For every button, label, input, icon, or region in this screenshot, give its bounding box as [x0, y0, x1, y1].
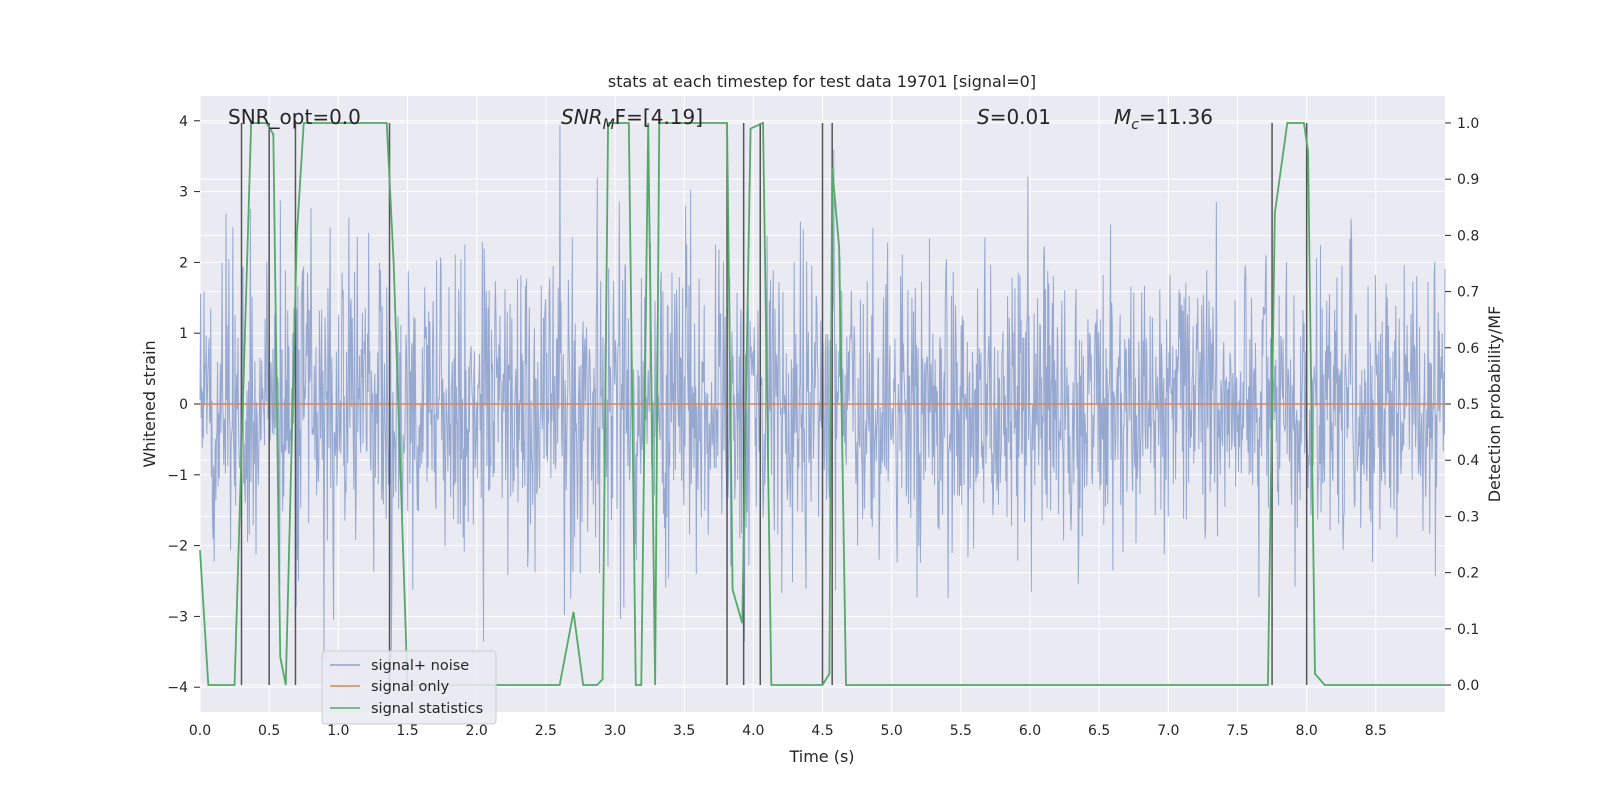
y2-tick-label: 0.0 [1457, 678, 1479, 694]
y2-tick-label: 0.5 [1457, 397, 1479, 413]
y-tick-label: 2 [179, 255, 188, 271]
x-tick-label: 8.5 [1365, 723, 1387, 739]
y2-tick-label: 1.0 [1457, 116, 1479, 132]
legend: signal+ noise signal only signal statist… [321, 650, 497, 725]
annotation-mc: Mc=11.36 [1114, 105, 1213, 133]
x-tick-label: 7.0 [1157, 723, 1179, 739]
y2-tick-label: 0.7 [1457, 285, 1479, 301]
y-tick-label: −4 [167, 680, 188, 696]
x-tick-label: 4.0 [742, 723, 764, 739]
y2-axis-ticks: 1.0 0.9 0.8 0.7 0.6 0.5 0.4 0.3 0.2 0.1 0.0 [1445, 116, 1479, 694]
y-tick-label: 4 [179, 114, 188, 130]
legend-label-signal-only: signal only [371, 679, 450, 695]
signal-statistics-series [199, 121, 1445, 686]
y2-tick-label: 0.9 [1457, 172, 1479, 188]
y-axis-title: Whitened strain [140, 340, 159, 467]
x-tick-label: 1.5 [396, 723, 418, 739]
x-tick-label: 3.0 [604, 723, 626, 739]
y2-tick-label: 0.1 [1457, 622, 1479, 638]
x-tick-label: 8.0 [1296, 723, 1318, 739]
y-tick-label: 3 [179, 185, 188, 201]
x-tick-label: 5.5 [950, 723, 972, 739]
x-tick-label: 6.5 [1088, 723, 1110, 739]
x-tick-label: 5.0 [881, 723, 903, 739]
y2-tick-label: 0.3 [1457, 509, 1479, 525]
y-axis-ticks: 4 3 2 1 0 −1 −2 −3 −4 [167, 114, 200, 696]
y2-tick-label: 0.2 [1457, 566, 1479, 582]
annotation-s: S=0.01 [977, 105, 1051, 129]
y-tick-label: −3 [167, 609, 188, 625]
annotation-snr-mf: SNRMF=[4.19] [561, 105, 703, 133]
x-tick-label: 1.0 [327, 723, 349, 739]
x-tick-label: 4.5 [811, 723, 833, 739]
x-tick-label: 2.5 [535, 723, 557, 739]
y-tick-label: −2 [167, 539, 188, 555]
x-tick-label: 0.0 [189, 723, 211, 739]
legend-label-noise: signal+ noise [371, 658, 469, 674]
y-tick-label: 0 [179, 397, 188, 413]
y2-tick-label: 0.8 [1457, 228, 1479, 244]
x-tick-label: 3.5 [673, 723, 695, 739]
y2-tick-label: 0.4 [1457, 453, 1479, 469]
x-tick-label: 0.5 [258, 723, 280, 739]
y-tick-label: 1 [179, 326, 188, 342]
chart-title: stats at each timestep for test data 197… [608, 72, 1036, 91]
legend-box [321, 650, 497, 725]
x-tick-label: 7.5 [1226, 723, 1248, 739]
y-tick-label: −1 [167, 468, 188, 484]
x-tick-label: 6.0 [1019, 723, 1041, 739]
x-axis-ticks: 0.0 0.5 1.0 1.5 2.0 2.5 3.0 3.5 4.0 4.5 5.0 5.5 6.0 6… [189, 723, 1387, 739]
x-axis-title: Time (s) [788, 747, 854, 766]
y2-tick-label: 0.6 [1457, 341, 1479, 357]
x-tick-label: 2.0 [466, 723, 488, 739]
legend-label-statistics: signal statistics [371, 701, 483, 717]
annotation-snr-opt: SNR_opt=0.0 [228, 105, 361, 129]
y2-axis-title: Detection probability/MF [1485, 306, 1504, 503]
